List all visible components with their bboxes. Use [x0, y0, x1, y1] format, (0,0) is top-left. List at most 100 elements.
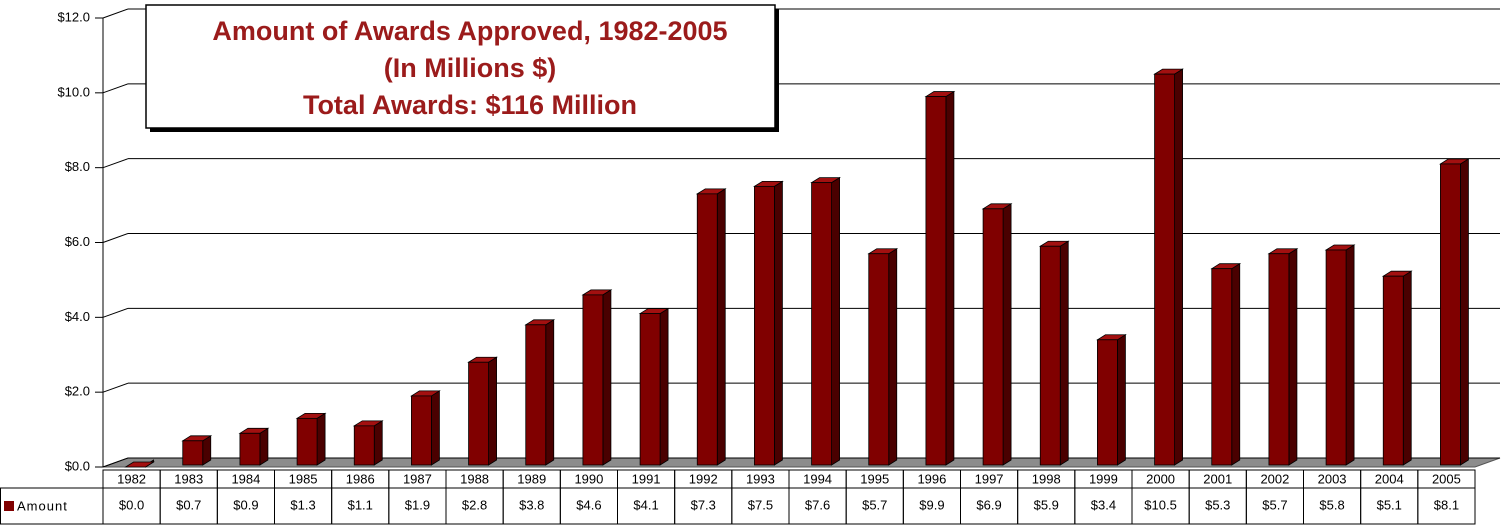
x-tick-label: 2000	[1146, 471, 1175, 486]
chart-subtitle: (In Millions $)	[384, 53, 557, 83]
x-tick-label: 1992	[689, 471, 718, 486]
data-label: $5.9	[1034, 497, 1059, 512]
bar-side	[716, 188, 726, 466]
x-tick-label: 1989	[517, 471, 546, 486]
bar	[1211, 268, 1233, 466]
data-label: $2.8	[462, 497, 487, 512]
bar-side	[488, 356, 497, 466]
grid-line	[102, 382, 129, 393]
bar-side	[1345, 244, 1355, 466]
bar	[525, 324, 547, 466]
data-label: $0.0	[119, 497, 144, 512]
bar	[982, 208, 1004, 466]
bar	[1268, 253, 1290, 466]
bar	[468, 361, 489, 466]
data-label: $0.7	[176, 497, 201, 512]
bar-side	[831, 176, 840, 466]
x-tick-label: 1986	[346, 471, 375, 486]
bar	[1325, 249, 1347, 466]
data-label: $7.5	[748, 497, 773, 512]
bar-side	[1059, 240, 1069, 466]
data-label: $10.5	[1144, 497, 1177, 512]
data-label: $6.9	[976, 497, 1001, 512]
bar	[239, 432, 261, 466]
bar	[1382, 275, 1404, 466]
data-label: $9.9	[919, 497, 944, 512]
x-tick-label: 1993	[746, 471, 775, 486]
bar-side	[1174, 68, 1183, 466]
data-label: $5.3	[1205, 497, 1230, 512]
x-tick-label: 1987	[403, 471, 432, 486]
data-label: $7.6	[805, 497, 830, 512]
x-tick-label: 1983	[174, 471, 203, 486]
bar	[182, 440, 204, 466]
grid-line	[102, 307, 129, 318]
y-tick-label: $0.0	[65, 458, 90, 473]
bar	[868, 253, 890, 466]
bar-side	[1002, 203, 1012, 466]
x-tick-label: 1991	[632, 471, 661, 486]
bar-side	[431, 390, 440, 466]
x-tick-label: 2005	[1432, 471, 1461, 486]
bar-side	[316, 412, 326, 466]
grid-line	[102, 8, 129, 19]
bar-side	[888, 248, 898, 466]
data-label: $1.9	[405, 497, 430, 512]
bar-side	[373, 420, 383, 466]
y-tick-label: $6.0	[65, 234, 90, 249]
bar	[811, 182, 832, 466]
bar	[1154, 73, 1175, 466]
bar	[1440, 163, 1461, 466]
bar-side	[1288, 248, 1298, 466]
bar-side	[1460, 158, 1469, 466]
x-tick-label: 1995	[860, 471, 889, 486]
grid-line	[102, 457, 129, 468]
x-tick-label: 2004	[1375, 471, 1404, 486]
chart-title: Amount of Awards Approved, 1982-2005	[212, 16, 727, 46]
x-tick-label: 1997	[975, 471, 1004, 486]
data-label: $4.6	[576, 497, 601, 512]
x-tick-label: 1988	[460, 471, 489, 486]
data-label: $5.7	[862, 497, 887, 512]
bar	[925, 96, 947, 466]
bar-side	[774, 180, 783, 466]
data-label: $7.3	[691, 497, 716, 512]
data-label: $1.3	[290, 497, 315, 512]
data-label: $3.4	[1091, 497, 1116, 512]
x-tick-label: 2002	[1260, 471, 1289, 486]
annotation: Total Awards: $116 Million	[303, 90, 637, 120]
bar-side	[1231, 262, 1241, 466]
bar-side	[1402, 270, 1412, 466]
title-box	[145, 4, 776, 129]
bar	[296, 417, 318, 466]
x-tick-label: 1984	[231, 471, 260, 486]
x-tick-label: 1985	[289, 471, 318, 486]
y-tick-label: $4.0	[65, 309, 90, 324]
x-tick-label: 2003	[1318, 471, 1347, 486]
bar	[1039, 245, 1061, 466]
x-tick-label: 1999	[1089, 471, 1118, 486]
data-label: $5.1	[1377, 497, 1402, 512]
grid-line	[102, 158, 129, 169]
y-tick-label: $2.0	[65, 384, 90, 399]
y-tick-label: $12.0	[57, 9, 90, 24]
bar	[639, 313, 661, 466]
bar	[353, 425, 375, 466]
y-tick-label: $10.0	[57, 84, 90, 99]
x-tick-label: 1982	[117, 471, 146, 486]
data-label: $5.8	[1319, 497, 1344, 512]
data-label: $4.1	[633, 497, 658, 512]
data-label: $1.1	[348, 497, 373, 512]
x-tick-label: 1994	[803, 471, 832, 486]
bar-side	[259, 427, 269, 466]
data-label: $0.9	[233, 497, 258, 512]
grid-line	[102, 233, 129, 243]
legend-swatch	[4, 501, 14, 511]
y-tick-label: $8.0	[65, 159, 90, 174]
bar	[411, 395, 432, 466]
bar-side	[602, 289, 612, 466]
bar	[696, 193, 718, 466]
data-label: $3.8	[519, 497, 544, 512]
grid-line	[102, 83, 129, 94]
